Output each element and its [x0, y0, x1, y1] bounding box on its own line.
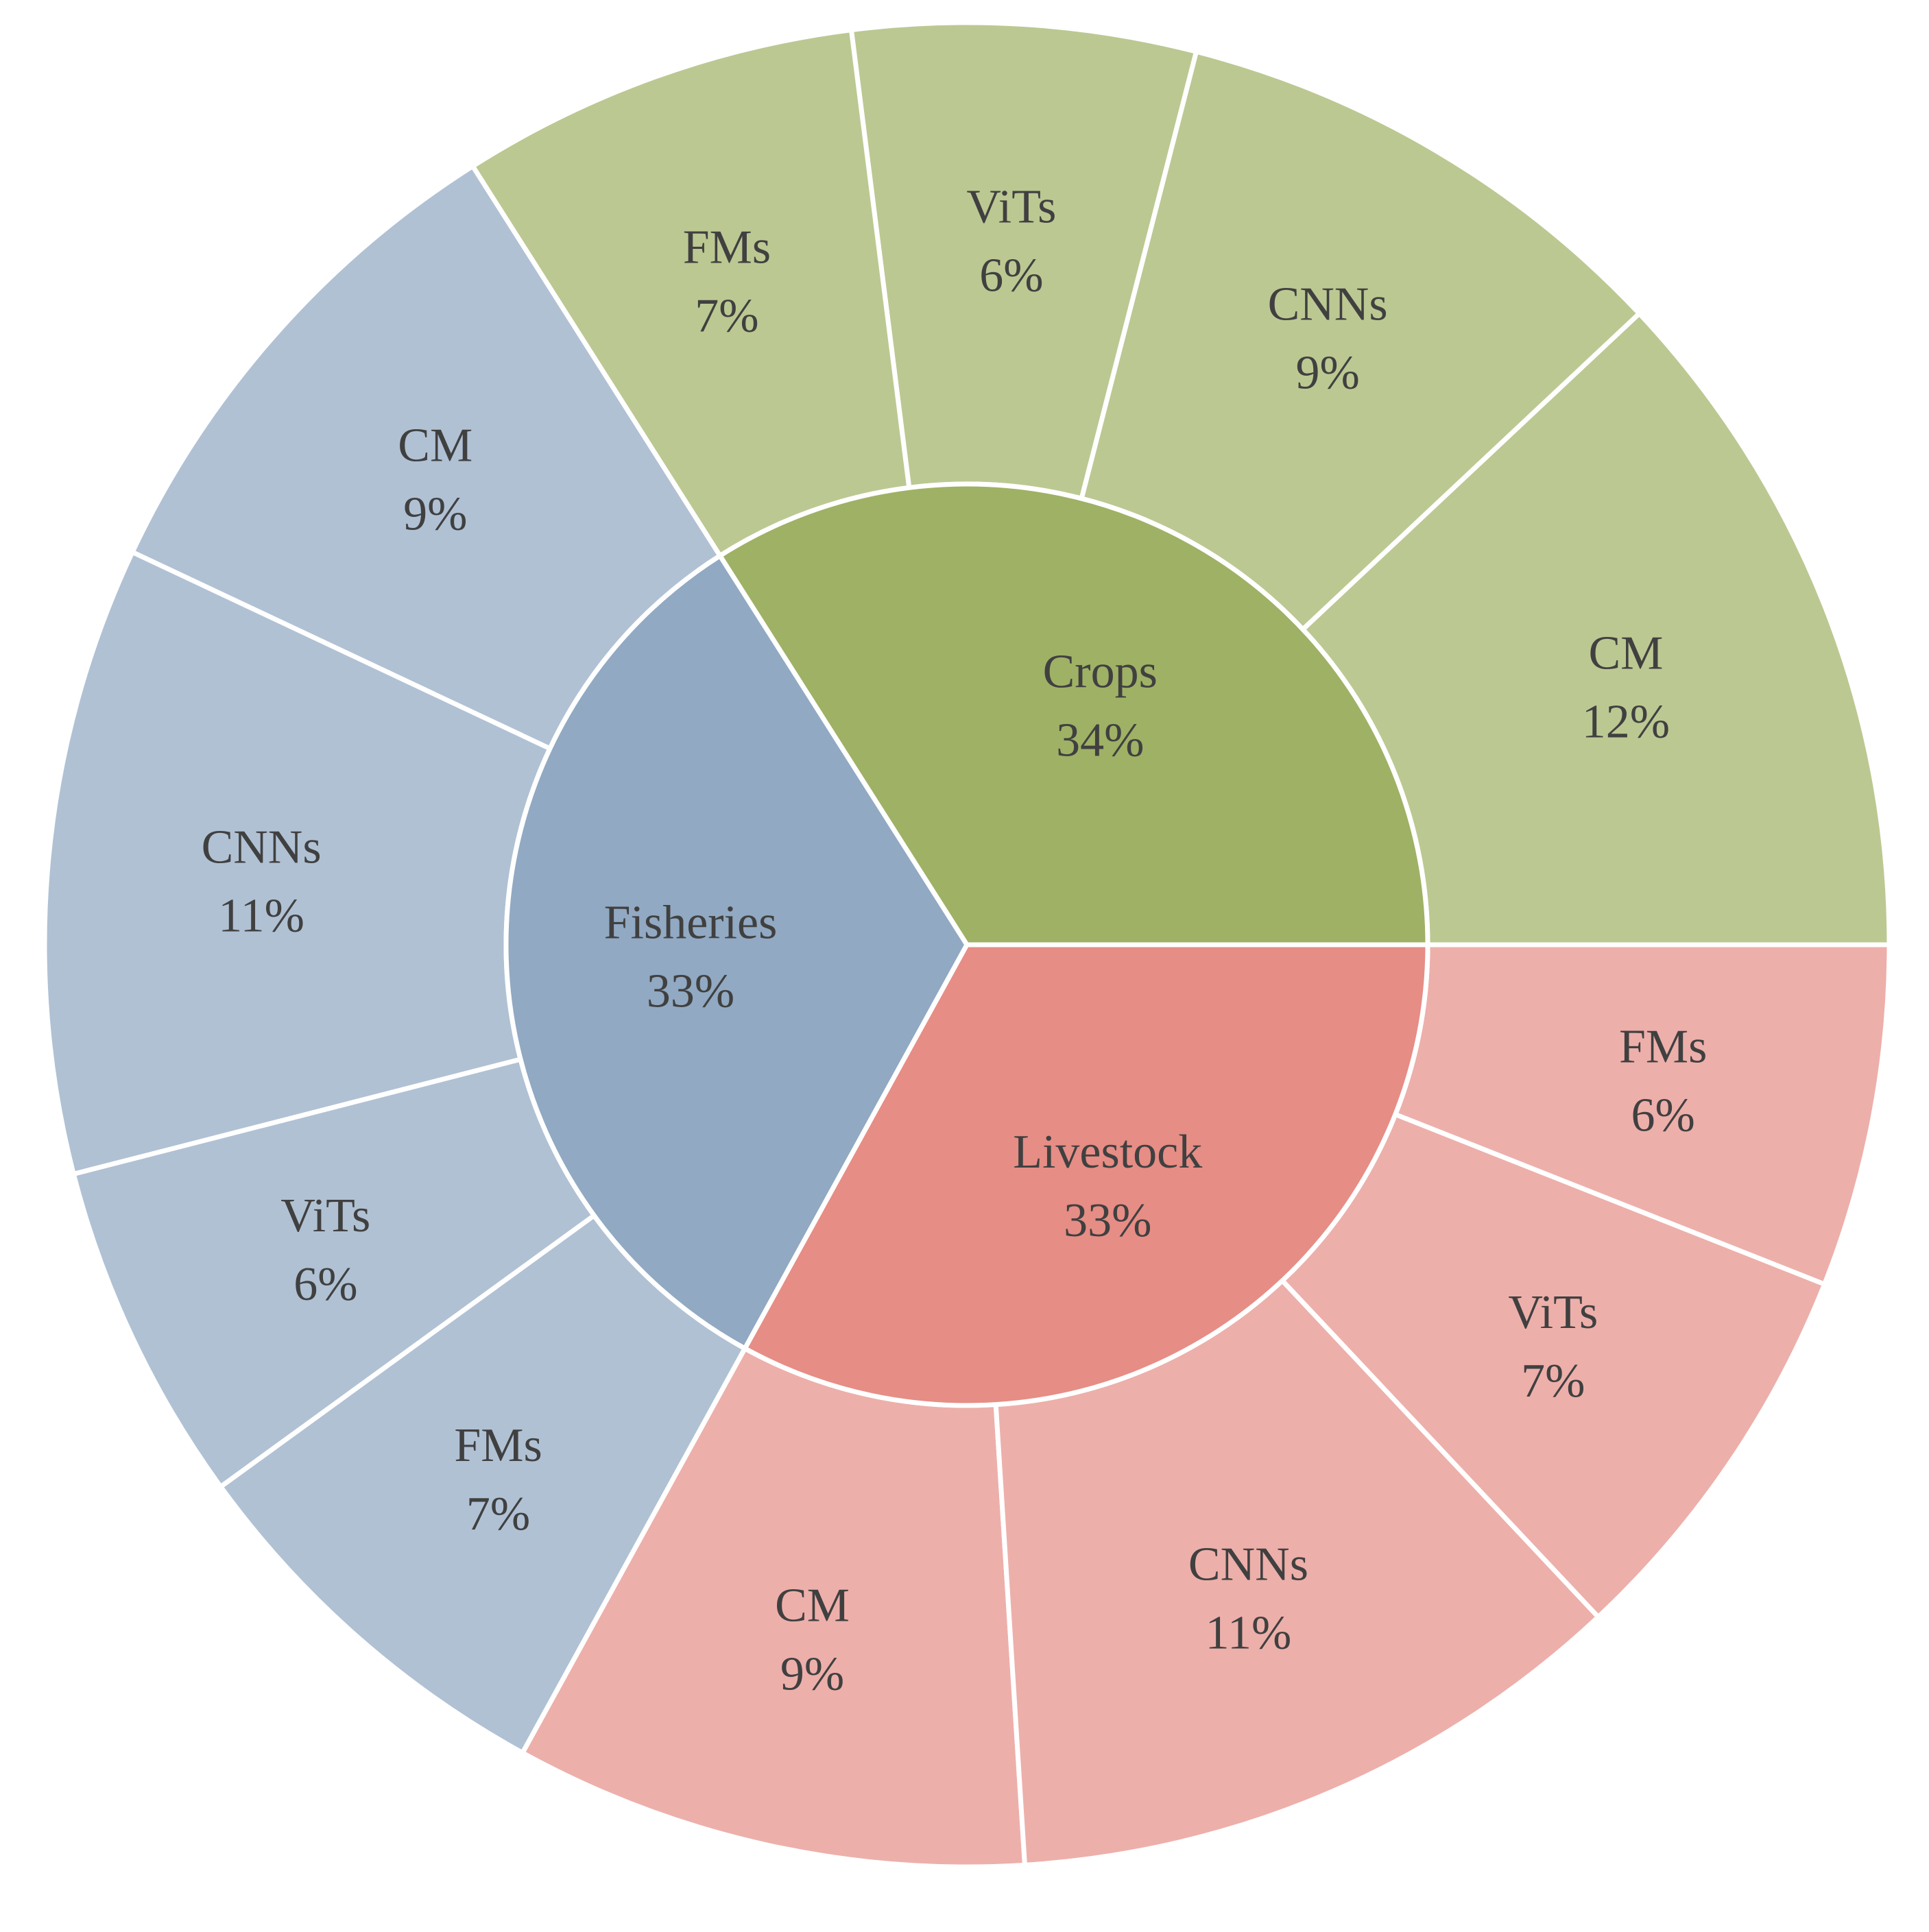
label-livestock-cm-percent: 9%: [780, 1648, 844, 1701]
label-livestock-cnns-name: CNNs: [1188, 1538, 1308, 1591]
label-livestock-fms-percent: 6%: [1631, 1089, 1695, 1142]
inner-slice-livestock: [742, 942, 1430, 1408]
label-crops-cnns-name: CNNs: [1268, 278, 1388, 330]
label-livestock-name: Livestock: [1013, 1126, 1202, 1179]
label-crops-name: Crops: [1043, 646, 1158, 699]
label-fisheries-vits-percent: 6%: [293, 1258, 357, 1311]
label-crops-fms-name: FMs: [683, 221, 771, 274]
label-fisheries-cnns-percent: 11%: [218, 890, 304, 943]
label-fisheries-fms-percent: 7%: [466, 1488, 530, 1541]
label-livestock-vits-percent: 7%: [1521, 1355, 1585, 1408]
label-fisheries-vits-name: ViTs: [280, 1190, 370, 1242]
label-crops-fms-percent: 7%: [695, 290, 758, 343]
label-crops-percent: 34%: [1056, 714, 1144, 767]
label-livestock-percent: 33%: [1064, 1194, 1151, 1247]
label-livestock-vits-name: ViTs: [1508, 1286, 1598, 1339]
labels-layer: Crops 34% CM 12% CNNs 9% ViTs 6% FMs 7% Fisheries 3…: [202, 181, 1708, 1701]
label-livestock-fms-name: FMs: [1619, 1021, 1707, 1074]
label-fisheries-fms-name: FMs: [454, 1419, 542, 1472]
inner-slice-crops: [717, 481, 1430, 947]
label-fisheries-name: Fisheries: [604, 897, 778, 950]
label-livestock-cm-name: CM: [775, 1580, 850, 1632]
outer-ring: [42, 20, 1892, 1870]
label-crops-vits-name: ViTs: [966, 181, 1056, 234]
label-crops-cm-name: CM: [1588, 627, 1663, 680]
label-livestock-cnns-percent: 11%: [1206, 1606, 1292, 1659]
inner-ring: [503, 481, 1430, 1408]
label-crops-cm-percent: 12%: [1582, 696, 1670, 749]
label-fisheries-percent: 33%: [647, 965, 734, 1018]
label-crops-cnns-percent: 9%: [1295, 346, 1359, 399]
label-crops-vits-percent: 6%: [979, 250, 1043, 302]
label-fisheries-cnns-name: CNNs: [202, 821, 322, 874]
label-fisheries-cm-name: CM: [398, 420, 472, 472]
label-fisheries-cm-percent: 9%: [403, 488, 467, 541]
